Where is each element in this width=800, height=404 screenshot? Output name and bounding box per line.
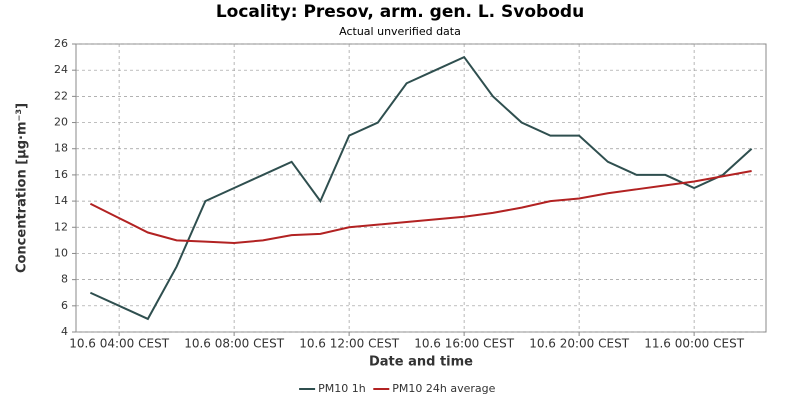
y-tick-label: 6 xyxy=(61,299,68,312)
y-tick-label: 16 xyxy=(54,168,68,181)
y-tick-label: 22 xyxy=(54,89,68,102)
x-tick-label: 10.6 08:00 CEST xyxy=(184,337,285,351)
x-axis-label: Date and time xyxy=(369,355,473,370)
y-tick-label: 14 xyxy=(54,194,68,207)
legend-label: PM10 24h average xyxy=(392,382,495,395)
y-tick-label: 18 xyxy=(54,142,68,155)
chart-subtitle: Actual unverified data xyxy=(339,25,461,38)
y-axis-label: Concentration [µg·m⁻³] xyxy=(15,103,30,273)
y-tick-label: 26 xyxy=(54,37,68,50)
y-tick-label: 4 xyxy=(61,325,68,338)
legend-label: PM10 1h xyxy=(318,382,366,395)
y-tick-label: 20 xyxy=(54,116,68,129)
line-series xyxy=(89,169,752,244)
y-tick-label: 24 xyxy=(54,63,68,76)
x-tick-label: 10.6 12:00 CEST xyxy=(299,337,400,351)
y-tick-label: 8 xyxy=(61,273,68,286)
x-tick-label: 10.6 16:00 CEST xyxy=(414,337,515,351)
y-tick-label: 10 xyxy=(54,246,68,259)
chart-title: Locality: Presov, arm. gen. L. Svobodu xyxy=(216,2,584,22)
plot-area xyxy=(75,43,767,333)
x-tick-label: 10.6 04:00 CEST xyxy=(69,337,170,351)
y-tick-label: 12 xyxy=(54,220,68,233)
x-tick-label: 11.6 00:00 CEST xyxy=(644,337,745,351)
line-series xyxy=(89,55,753,321)
x-tick-label: 10.6 20:00 CEST xyxy=(529,337,630,351)
